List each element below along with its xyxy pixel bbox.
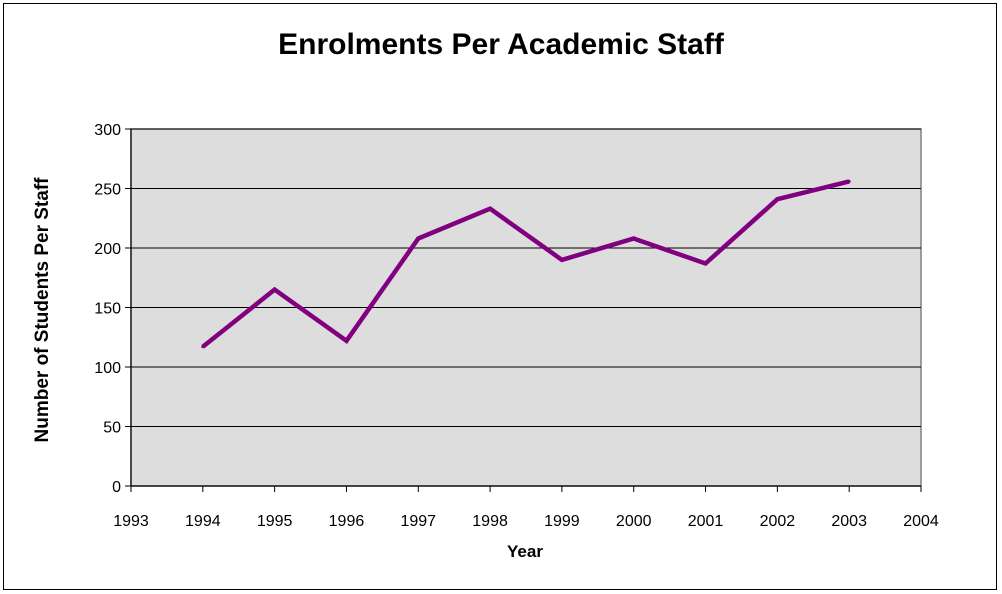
y-tick-label: 100 <box>94 360 121 377</box>
data-point <box>775 197 779 201</box>
series-group <box>201 179 851 349</box>
y-tick-label: 200 <box>94 241 121 258</box>
data-point <box>201 345 205 349</box>
gridlines <box>131 128 921 427</box>
y-tick-label: 250 <box>94 182 121 199</box>
data-point <box>416 236 420 240</box>
data-point <box>344 339 348 343</box>
series-line <box>201 179 850 349</box>
x-tick-label: 1999 <box>544 513 580 530</box>
x-tick-label: 1993 <box>113 513 149 530</box>
x-tick-label: 1997 <box>400 513 436 530</box>
data-point <box>847 179 851 183</box>
x-tick-label: 2002 <box>760 513 796 530</box>
x-tick-label: 2003 <box>831 513 867 530</box>
x-tick-label: 2001 <box>688 513 724 530</box>
data-point <box>560 258 564 262</box>
data-point <box>632 236 636 240</box>
x-tick-label: 1994 <box>185 513 221 530</box>
y-axis-ticks: 0 50 100 150 200 250 300 <box>94 122 131 496</box>
data-point <box>273 288 277 292</box>
chart-title: Enrolments Per Academic Staff <box>278 28 724 61</box>
x-tick-label: 1996 <box>329 513 365 530</box>
y-tick-label: 300 <box>94 122 121 139</box>
x-axis-label: Year <box>507 542 543 561</box>
x-tick-label: 2000 <box>616 513 652 530</box>
x-tick-label: 1995 <box>257 513 293 530</box>
y-tick-label: 0 <box>112 479 121 496</box>
y-tick-label: 150 <box>94 301 121 318</box>
data-point <box>488 207 492 211</box>
y-tick-label: 50 <box>103 420 121 437</box>
x-tick-label: 1998 <box>472 513 508 530</box>
x-axis-ticks: 1993 1994 1995 1996 1997 1998 1999 2000 2001 2002… <box>113 486 939 530</box>
data-point <box>704 261 708 265</box>
x-tick-label: 2004 <box>903 513 939 530</box>
